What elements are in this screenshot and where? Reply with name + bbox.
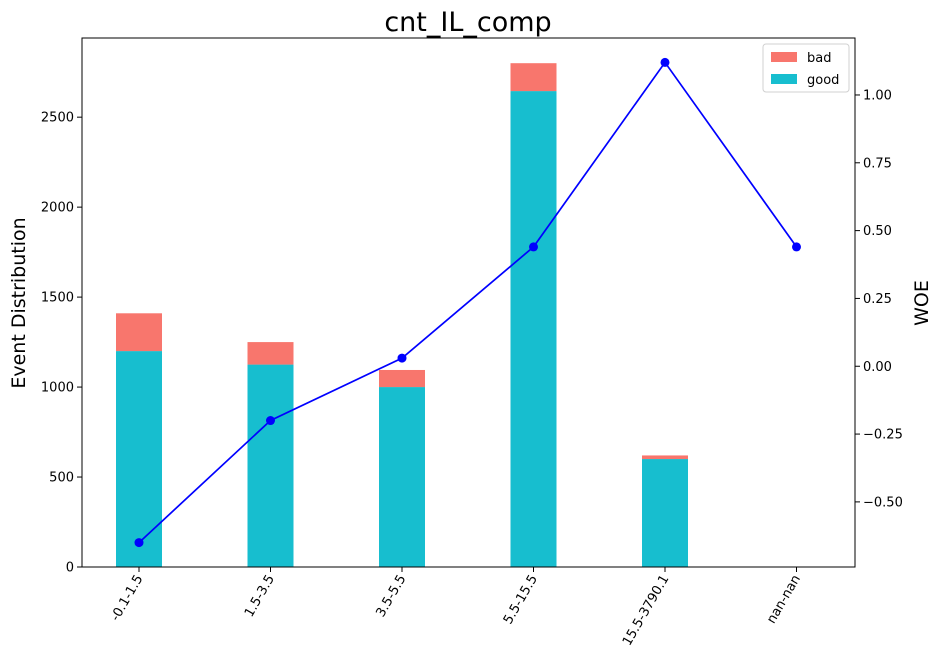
x-tick-label: 3.5-5.5 — [373, 573, 409, 620]
y-tick-label: 1000 — [41, 381, 74, 396]
chart-title: cnt_IL_comp — [384, 7, 551, 38]
bar-good — [247, 364, 294, 567]
bar-bad — [247, 342, 294, 365]
y-tick-label: 0 — [66, 561, 74, 576]
x-tick-label: -0.1-1.5 — [108, 573, 146, 624]
woe-line — [138, 60, 798, 544]
y2-tick-label: 1.00 — [863, 88, 892, 103]
y2-tick-label: −0.50 — [863, 495, 903, 510]
y2-tick-label: 0.00 — [863, 360, 892, 375]
x-tick-label: 15.5-3790.1 — [620, 573, 673, 649]
woe-point — [660, 57, 670, 67]
woe-point — [397, 353, 407, 363]
y2-tick-label: −0.25 — [863, 428, 903, 443]
bar-bad — [116, 313, 162, 352]
x-tick-label: 1.5-3.5 — [242, 573, 278, 620]
y2-tick-label: 0.75 — [863, 156, 892, 171]
y-axis-title: Event Distribution — [8, 217, 30, 388]
bar-good — [642, 459, 688, 567]
legend-label-bad: bad — [807, 51, 831, 66]
woe-point — [529, 242, 538, 252]
bar-bad — [510, 63, 557, 92]
woe-line-layer — [134, 57, 801, 548]
legend-label-good: good — [807, 73, 839, 88]
y2-axis-title: WOE — [911, 280, 933, 326]
y-tick-label: 1500 — [41, 291, 74, 306]
legend-swatch-good — [771, 74, 797, 84]
y-tick-label: 2000 — [41, 201, 74, 216]
y-tick-label: 500 — [49, 471, 74, 486]
x-tick-label: 5.5-15.5 — [501, 573, 541, 628]
bar-good — [510, 91, 557, 568]
legend: bad good — [762, 43, 850, 93]
y2-tick-label: 0.50 — [863, 224, 892, 239]
bar-good — [116, 351, 162, 567]
y2-tick-label: 0.25 — [863, 292, 892, 307]
bar-good — [379, 387, 425, 567]
bars-layer — [116, 63, 688, 568]
x-tick-label: nan-nan — [764, 573, 804, 627]
bar-bad — [642, 455, 688, 460]
y-tick-label: 2500 — [41, 111, 74, 126]
woe-point — [266, 416, 275, 426]
axes-layer: 0 500 1000 1500 2000 2500 −0.50 −0.25 0.00 0.25 0.… — [41, 37, 903, 649]
legend-swatch-bad — [771, 52, 797, 62]
bar-bad — [379, 369, 425, 388]
woe-point — [134, 538, 144, 548]
woe-point — [792, 242, 801, 252]
plot-frame — [81, 37, 856, 568]
